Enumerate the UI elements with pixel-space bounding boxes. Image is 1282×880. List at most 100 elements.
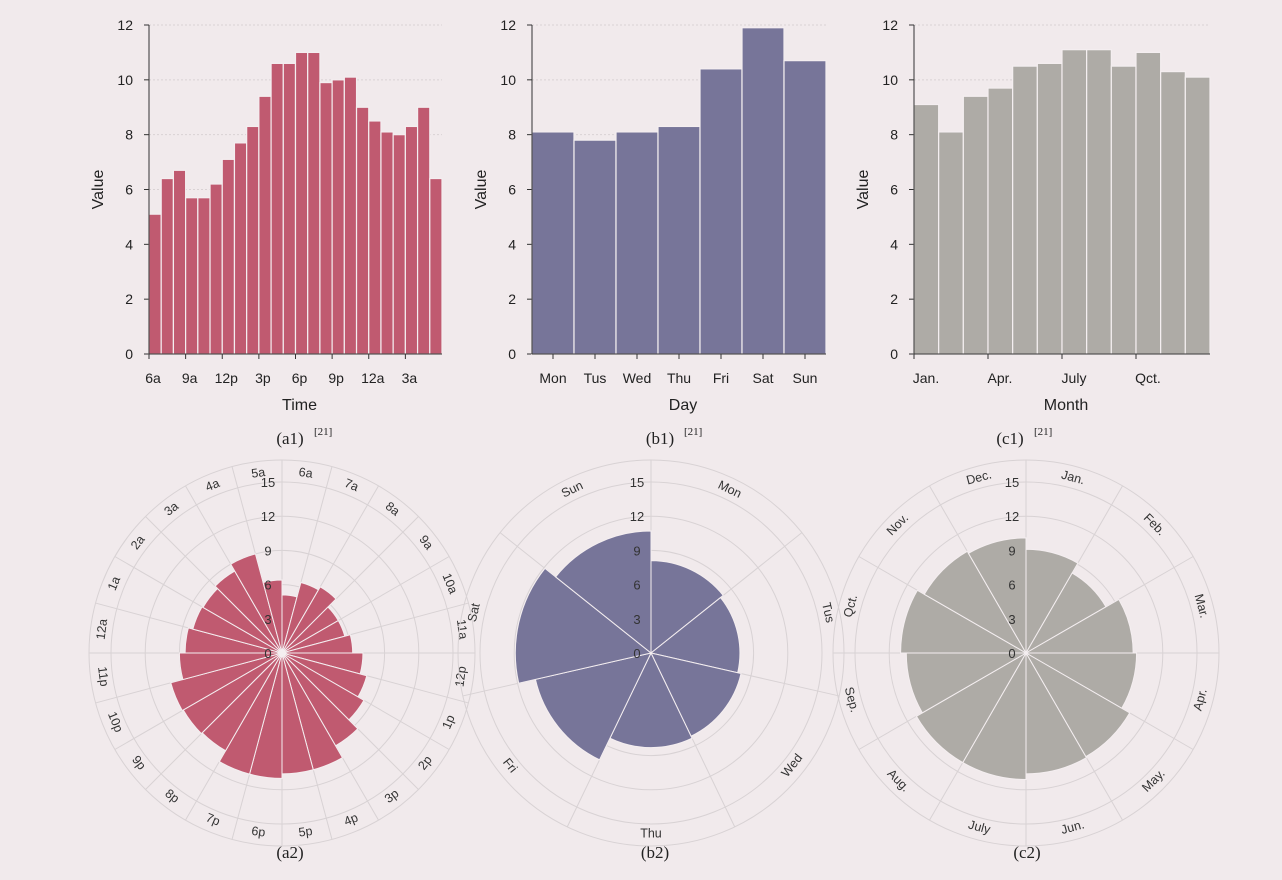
category-label: 9a [416,533,436,553]
radial-tick-label: 6 [633,578,640,593]
category-label: Feb. [1141,511,1169,539]
radial-tick-label: 6 [264,578,271,593]
category-label: 6p [251,824,267,840]
category-label: Nov. [884,511,911,538]
category-label: 8p [162,786,182,806]
bar-Jun. [1036,62,1063,355]
x-axis-label: Time [282,397,317,414]
category-label: 8a [383,499,403,519]
x-tick-label: 12a [361,370,385,386]
chart-c2: (c2) 0 3 6 9 12 15 Jan. Feb. Mar. Apr. May. Jun. July… [832,459,1220,862]
bar-May. [1012,65,1038,355]
wedge-7p [218,652,283,775]
x-tick-label: 6p [292,370,308,386]
radial-tick-label: 12 [261,509,275,524]
radial-tick-label: 3 [1008,612,1015,627]
bar-Sat [741,27,785,355]
x-tick-label: Tus [584,370,607,386]
x-tick-label: 12p [215,370,239,386]
bar-Sep. [1110,65,1137,355]
y-tick-label: 0 [508,346,516,362]
wedge-Sun [554,530,652,655]
x-tick-label: Sun [793,370,818,386]
radial-tick-label: 9 [1008,543,1015,558]
y-tick-label: 10 [500,72,516,88]
x-tick-label: Qct. [1135,370,1161,386]
wedge-Sat [514,567,653,684]
category-label: 9p [129,753,149,773]
bar-1p [233,142,248,355]
chart-caption: (c2) [1013,843,1040,862]
bar-Mar. [962,95,989,355]
bar-Aug. [1086,49,1112,355]
radial-tick-label: 9 [264,543,271,558]
y-tick-label: 8 [508,127,516,143]
category-label: Dec. [965,467,993,487]
bar-Mon [531,131,575,355]
wedge-Mon [650,560,724,655]
bar-10a [197,197,211,355]
category-label: Jun. [1059,817,1085,837]
wedge-Nov. [923,550,1028,655]
bar-12a [368,120,382,355]
chart-caption-ref: [21] [314,426,332,438]
y-tick-label: 0 [890,346,898,362]
y-axis-label: Value [90,170,107,210]
chart-caption-ref: [21] [1034,426,1052,438]
category-label: 7p [204,810,222,828]
wedge-10p [170,652,283,712]
bar-9p [331,79,345,355]
category-label: 11p [95,666,111,688]
category-label: 7a [342,476,360,494]
y-tick-label: 4 [125,236,133,252]
x-tick-label: Fri [713,370,729,386]
category-label: Aug. [884,766,912,794]
y-axis-label: Value [473,170,490,210]
radial-tick-label: 15 [261,475,275,490]
category-label: 1a [105,574,123,592]
category-label: Sat [465,601,483,623]
y-tick-label: 8 [125,127,133,143]
category-label: Tus [819,601,837,624]
wedge-Dec. [967,537,1027,655]
bar-Jan. [913,103,940,355]
x-tick-label: Thu [667,370,691,386]
bar-1a [380,131,394,355]
radial-tick-label: 0 [264,646,271,661]
radial-tick-label: 9 [633,543,640,558]
wedge-5a [262,579,283,654]
radial-tick-label: 0 [633,646,640,661]
chart-caption: (b2) [641,843,669,862]
category-label: 4a [203,476,221,494]
bar-Sun [783,60,827,355]
x-tick-label: July [1062,370,1087,386]
bar-7p [307,51,321,355]
chart-caption-ref: [21] [684,426,702,438]
x-axis-label: Day [669,397,697,414]
category-label: 12p [452,665,469,688]
bar-2p [246,125,260,355]
radial-tick-label: 3 [633,612,640,627]
category-label: 12a [94,618,111,641]
category-label: Apr. [1191,687,1210,712]
category-label: 10a [439,571,460,596]
bar-Nov. [1160,71,1186,355]
y-tick-label: 2 [125,291,133,307]
bar-Feb. [938,131,964,355]
category-label: Wed [779,751,806,780]
x-tick-label: 6a [145,370,161,386]
x-axis-label: Month [1044,397,1088,414]
chart-caption: (b1) [646,429,674,448]
category-label: May. [1139,766,1167,794]
y-tick-label: 12 [500,17,516,33]
category-label: 10p [105,710,126,735]
category-label: 3p [382,786,402,806]
x-tick-label: Jan. [913,370,939,386]
category-label: 1p [439,713,457,731]
wedge-8a [281,586,337,654]
wedge-Thu [609,651,693,749]
bar-10p [343,76,358,355]
category-label: Fri [500,755,520,775]
